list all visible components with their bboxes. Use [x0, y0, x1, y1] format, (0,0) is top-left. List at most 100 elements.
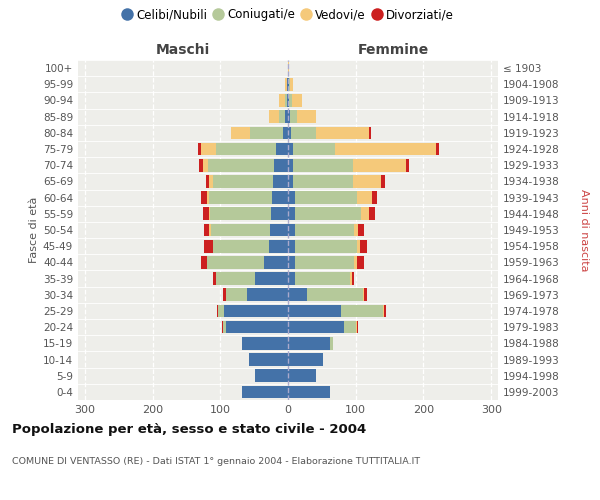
Bar	[256, 272, 288, 285]
Bar	[382, 175, 385, 188]
Bar	[372, 192, 377, 204]
Bar	[288, 240, 295, 252]
Bar	[288, 304, 341, 318]
Bar	[274, 159, 288, 172]
Bar	[369, 126, 371, 139]
Bar	[242, 386, 288, 398]
Bar	[201, 142, 216, 156]
Bar	[283, 126, 288, 139]
Bar	[249, 353, 288, 366]
Bar	[203, 159, 208, 172]
Bar	[216, 142, 276, 156]
Bar	[360, 240, 367, 252]
Bar	[352, 272, 355, 285]
Bar	[216, 272, 256, 285]
Bar	[206, 175, 209, 188]
Bar	[209, 192, 272, 204]
Bar	[297, 110, 316, 123]
Bar	[369, 208, 375, 220]
Bar	[207, 256, 264, 268]
Bar	[247, 288, 288, 301]
Bar	[250, 126, 283, 139]
Bar	[256, 370, 288, 382]
Bar	[203, 208, 209, 220]
Bar	[288, 192, 295, 204]
Bar	[214, 240, 269, 252]
Bar	[287, 78, 288, 90]
Bar	[356, 321, 357, 334]
Bar	[264, 256, 288, 268]
Bar	[291, 126, 316, 139]
Bar	[287, 94, 288, 107]
Bar	[344, 321, 356, 334]
Bar	[269, 240, 288, 252]
Bar	[357, 256, 364, 268]
Bar	[335, 142, 436, 156]
Bar	[295, 256, 355, 268]
Legend: Celibi/Nubili, Coniugati/e, Vedovi/e, Divorziati/e: Celibi/Nubili, Coniugati/e, Vedovi/e, Di…	[120, 6, 456, 24]
Bar	[353, 159, 406, 172]
Bar	[218, 304, 224, 318]
Bar	[211, 224, 271, 236]
Bar	[288, 110, 290, 123]
Bar	[224, 304, 288, 318]
Bar	[383, 304, 384, 318]
Text: COMUNE DI VENTASSO (RE) - Dati ISTAT 1° gennaio 2004 - Elaborazione TUTTITALIA.I: COMUNE DI VENTASSO (RE) - Dati ISTAT 1° …	[12, 458, 420, 466]
Bar	[214, 175, 273, 188]
Bar	[288, 321, 344, 334]
Bar	[288, 224, 295, 236]
Bar	[272, 192, 288, 204]
Bar	[436, 142, 439, 156]
Bar	[279, 94, 284, 107]
Bar	[207, 192, 209, 204]
Bar	[226, 288, 247, 301]
Bar	[406, 159, 409, 172]
Bar	[288, 175, 293, 188]
Bar	[221, 321, 223, 334]
Bar	[290, 110, 297, 123]
Bar	[330, 337, 333, 349]
Bar	[285, 78, 287, 90]
Bar	[208, 159, 274, 172]
Bar	[288, 208, 295, 220]
Bar	[288, 288, 307, 301]
Bar	[355, 224, 358, 236]
Bar	[288, 126, 291, 139]
Bar	[357, 321, 358, 334]
Bar	[271, 224, 288, 236]
Bar	[288, 159, 293, 172]
Bar	[341, 304, 383, 318]
Bar	[357, 192, 372, 204]
Bar	[295, 224, 355, 236]
Bar	[288, 78, 289, 90]
Bar	[307, 288, 362, 301]
Bar	[362, 288, 364, 301]
Bar	[201, 256, 207, 268]
Bar	[288, 337, 330, 349]
Bar	[288, 272, 295, 285]
Y-axis label: Anni di nascita: Anni di nascita	[579, 188, 589, 271]
Bar	[231, 126, 250, 139]
Bar	[355, 256, 357, 268]
Bar	[384, 304, 386, 318]
Bar	[223, 321, 226, 334]
Bar	[295, 208, 361, 220]
Bar	[242, 337, 288, 349]
Bar	[293, 142, 335, 156]
Bar	[288, 142, 293, 156]
Bar	[288, 256, 295, 268]
Text: Femmine: Femmine	[358, 43, 428, 57]
Bar	[209, 208, 210, 220]
Bar	[350, 272, 352, 285]
Bar	[276, 142, 288, 156]
Bar	[316, 126, 369, 139]
Text: Popolazione per età, sesso e stato civile - 2004: Popolazione per età, sesso e stato civil…	[12, 422, 366, 436]
Bar	[214, 272, 216, 285]
Bar	[198, 142, 201, 156]
Bar	[288, 386, 330, 398]
Bar	[199, 159, 203, 172]
Bar	[269, 110, 278, 123]
Bar	[288, 353, 323, 366]
Bar	[289, 94, 292, 107]
Bar	[295, 192, 357, 204]
